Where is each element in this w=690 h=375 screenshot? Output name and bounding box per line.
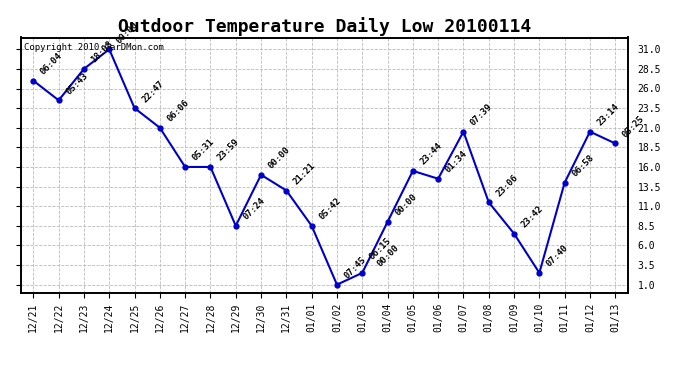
Text: 07:45: 07:45 (342, 255, 368, 280)
Text: 06:04: 06:04 (39, 51, 64, 76)
Text: 05:25: 05:25 (621, 114, 646, 139)
Text: 00:00: 00:00 (266, 145, 292, 171)
Text: 23:14: 23:14 (595, 102, 621, 128)
Text: 05:42: 05:42 (317, 196, 342, 222)
Text: 07:40: 07:40 (545, 243, 570, 269)
Text: 01:34: 01:34 (444, 149, 469, 175)
Text: 22:47: 22:47 (140, 79, 166, 104)
Text: 23:59: 23:59 (216, 137, 241, 163)
Text: 18:08: 18:08 (90, 39, 115, 65)
Text: 23:42: 23:42 (520, 204, 545, 230)
Text: 21:21: 21:21 (292, 161, 317, 186)
Text: 23:44: 23:44 (418, 141, 444, 167)
Text: 07:39: 07:39 (469, 102, 494, 128)
Title: Outdoor Temperature Daily Low 20100114: Outdoor Temperature Daily Low 20100114 (118, 17, 531, 36)
Text: 05:43: 05:43 (64, 71, 90, 96)
Text: 23:06: 23:06 (494, 173, 520, 198)
Text: 00:00: 00:00 (393, 192, 418, 218)
Text: 06:06: 06:06 (166, 98, 190, 124)
Text: 07:24: 07:24 (241, 196, 266, 222)
Text: Copyright 2010 CarDMon.com: Copyright 2010 CarDMon.com (23, 43, 164, 52)
Text: 00:00: 00:00 (115, 20, 140, 45)
Text: 06:15
00:00: 06:15 00:00 (368, 236, 400, 269)
Text: 06:58: 06:58 (570, 153, 595, 178)
Text: 05:31: 05:31 (190, 137, 216, 163)
